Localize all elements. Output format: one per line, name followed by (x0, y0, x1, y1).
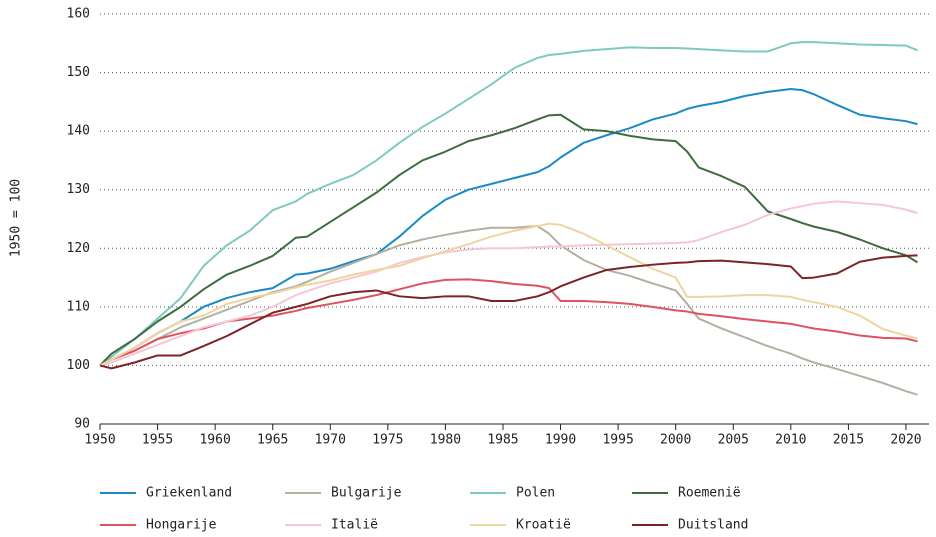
x-tick-label: 2015 (833, 433, 864, 448)
legend-label: Hongarije (146, 518, 217, 533)
legend-label: Roemenië (678, 486, 741, 501)
x-tick-label: 1955 (142, 433, 173, 448)
y-tick-label: 90 (74, 417, 90, 432)
y-axis-label: 1950 = 100 (9, 179, 24, 257)
x-tick-label: 1980 (430, 433, 461, 448)
series-line (99, 222, 918, 367)
x-tick-label: 1990 (545, 433, 576, 448)
legend-label: Italië (331, 518, 378, 533)
legend-label: Duitsland (678, 518, 748, 533)
x-tick-label: 2005 (718, 433, 749, 448)
series-line (99, 254, 918, 370)
series-line (99, 225, 918, 396)
x-tick-label: 1995 (602, 433, 633, 448)
series-line (99, 87, 918, 367)
y-tick-label: 110 (67, 299, 90, 314)
x-tick-label: 1985 (487, 433, 518, 448)
legend-label: Bulgarije (331, 486, 402, 501)
series-line (99, 41, 918, 367)
y-tick-label: 130 (67, 182, 90, 197)
legend-label: Kroatië (516, 518, 571, 533)
y-tick-label: 120 (67, 241, 90, 256)
legend-label: Griekenland (146, 486, 232, 501)
x-tick-label: 2020 (890, 433, 921, 448)
x-tick-label: 1965 (257, 433, 288, 448)
series-line (99, 200, 918, 367)
series-line (99, 278, 918, 367)
series-line (99, 113, 919, 367)
x-tick-label: 1975 (372, 433, 403, 448)
y-tick-label: 100 (67, 358, 90, 373)
x-tick-label: 1970 (315, 433, 346, 448)
y-tick-label: 150 (67, 65, 90, 80)
y-tick-label: 160 (67, 7, 90, 22)
x-tick-label: 1960 (199, 433, 230, 448)
x-tick-label: 2010 (775, 433, 806, 448)
x-tick-label: 1950 (84, 433, 115, 448)
y-tick-label: 140 (67, 124, 90, 139)
x-tick-label: 2000 (660, 433, 691, 448)
legend-label: Polen (516, 486, 555, 501)
